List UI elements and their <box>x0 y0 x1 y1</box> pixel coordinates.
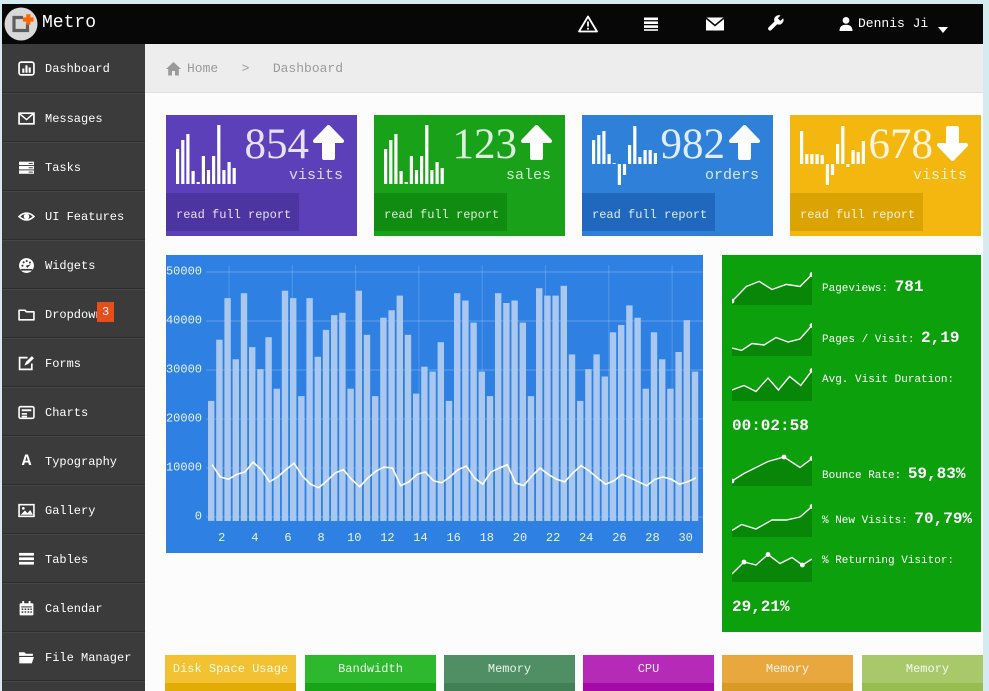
svg-text:50000: 50000 <box>166 265 202 279</box>
svg-text:26: 26 <box>612 531 626 545</box>
svg-text:4: 4 <box>251 531 258 545</box>
svg-text:6: 6 <box>284 531 291 545</box>
svg-text:18: 18 <box>480 531 494 545</box>
svg-text:20: 20 <box>513 531 527 545</box>
svg-text:14: 14 <box>413 531 427 545</box>
svg-text:24: 24 <box>579 531 593 545</box>
svg-text:20000: 20000 <box>166 412 202 426</box>
svg-text:40000: 40000 <box>166 314 202 328</box>
svg-text:10000: 10000 <box>166 461 202 475</box>
svg-text:22: 22 <box>546 531 560 545</box>
svg-text:30: 30 <box>678 531 692 545</box>
svg-text:8: 8 <box>317 531 324 545</box>
svg-text:10: 10 <box>347 531 361 545</box>
svg-text:12: 12 <box>380 531 394 545</box>
svg-text:28: 28 <box>645 531 659 545</box>
svg-text:2: 2 <box>218 531 225 545</box>
svg-text:0: 0 <box>195 510 202 524</box>
svg-text:16: 16 <box>446 531 460 545</box>
svg-text:30000: 30000 <box>166 363 202 377</box>
